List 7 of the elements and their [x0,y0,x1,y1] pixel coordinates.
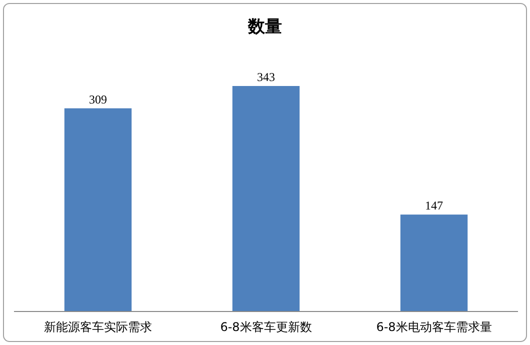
x-tick-label: 6-8米电动客车需求量 [376,320,492,334]
x-tick-label: 新能源客车实际需求 [44,320,152,334]
x-tick-label: 6-8米客车更新数 [220,320,312,334]
data-label: 147 [425,198,443,213]
chart-title: 数量 [247,17,282,37]
data-label: 343 [257,70,275,84]
data-label: 309 [89,92,107,106]
